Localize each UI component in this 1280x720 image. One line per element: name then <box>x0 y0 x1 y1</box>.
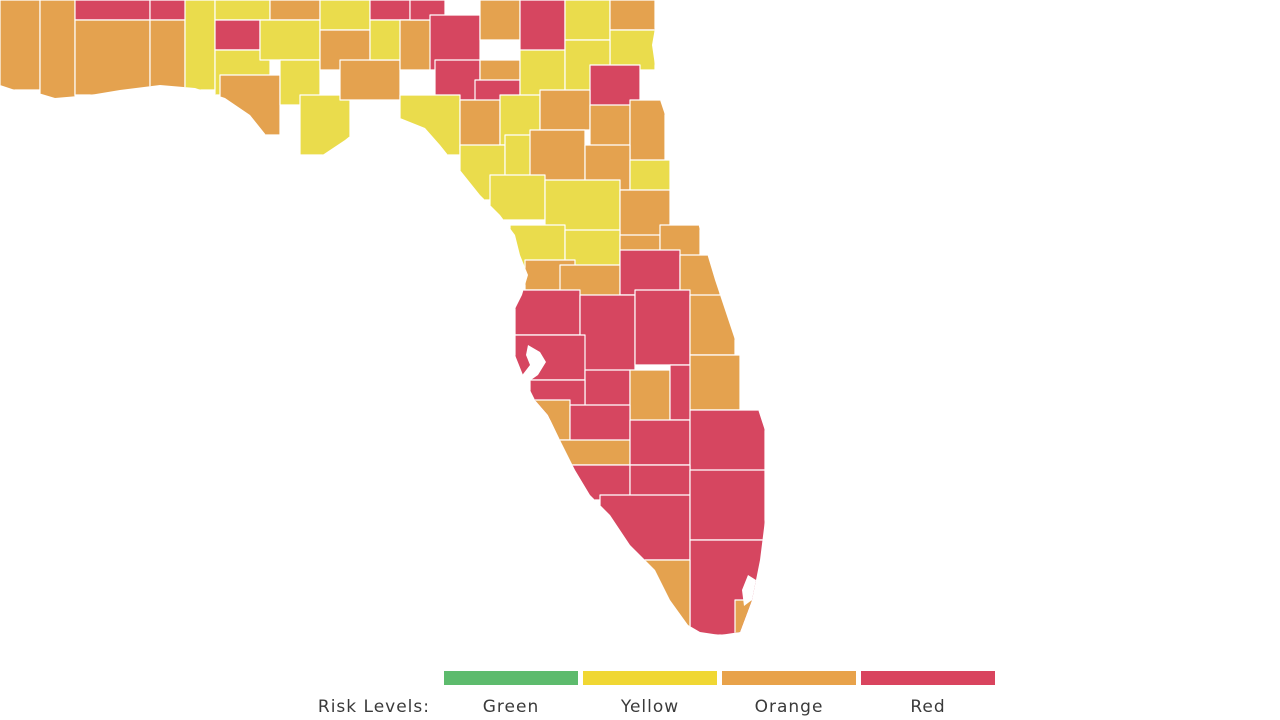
county-region <box>74 19 151 96</box>
county-region <box>689 409 766 476</box>
county-region <box>399 94 461 156</box>
county-region <box>39 0 76 101</box>
legend-label-green: Green <box>482 697 540 717</box>
county-region <box>689 469 766 541</box>
county-region <box>74 0 151 21</box>
county-region <box>369 0 411 21</box>
tampa-bay-water <box>520 345 546 382</box>
legend-swatch-green <box>444 671 578 685</box>
county-region <box>539 89 591 131</box>
legend-title: Risk Levels: <box>317 697 430 717</box>
county-region <box>584 369 631 411</box>
county-region <box>734 599 766 635</box>
legend-label-yellow: Yellow <box>620 697 680 717</box>
legend-swatch-yellow <box>583 671 717 685</box>
county-region <box>434 59 481 101</box>
county-region <box>529 399 571 441</box>
county-region <box>339 59 401 101</box>
county-region <box>589 104 631 151</box>
county-region <box>689 354 741 411</box>
county-region <box>184 0 216 91</box>
county-region <box>399 19 436 71</box>
legend-swatch-red <box>861 671 995 685</box>
county-region <box>564 0 611 41</box>
legend-label-orange: Orange <box>754 697 824 717</box>
county-region <box>219 74 281 136</box>
county-region <box>644 559 691 635</box>
county-region <box>619 249 681 296</box>
county-region <box>459 99 501 151</box>
county-region <box>299 94 351 156</box>
county-region <box>519 0 566 56</box>
county-region <box>579 294 636 376</box>
county-region <box>214 19 261 51</box>
county-region <box>319 0 371 31</box>
county-region <box>0 0 41 91</box>
counties-layer <box>0 0 766 635</box>
county-region <box>609 0 656 31</box>
county-region <box>569 404 631 446</box>
county-region <box>214 0 271 21</box>
county-region <box>479 0 521 41</box>
legend-swatch-orange <box>722 671 856 685</box>
county-region <box>489 174 546 221</box>
biscayne-bay-water <box>742 575 756 606</box>
county-region <box>269 0 321 21</box>
county-region <box>514 289 581 336</box>
county-region <box>599 494 691 561</box>
county-region <box>629 419 691 466</box>
county-region <box>259 19 321 61</box>
county-region <box>149 19 186 91</box>
county-region <box>559 439 631 466</box>
county-region <box>689 294 736 356</box>
county-region <box>629 369 671 426</box>
legend-label-red: Red <box>910 697 946 717</box>
county-region <box>634 289 691 366</box>
county-region <box>629 99 666 171</box>
county-region <box>609 29 656 71</box>
florida-county-risk-map <box>0 0 766 635</box>
